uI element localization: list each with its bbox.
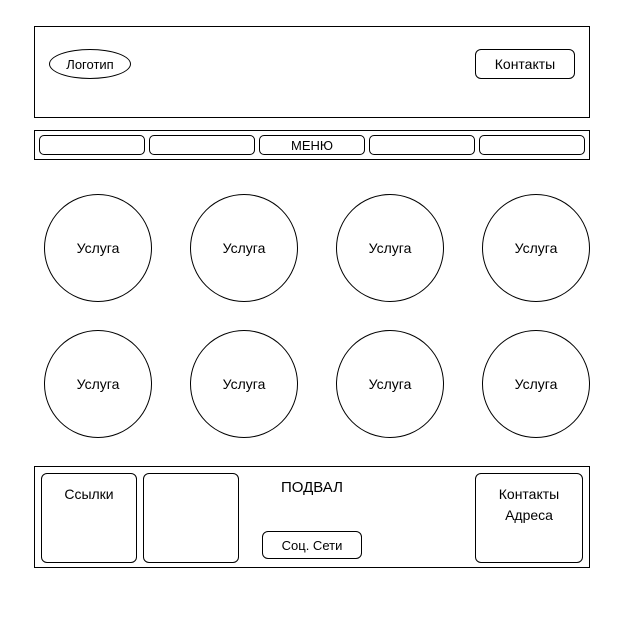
services-grid: Услуга Услуга Услуга Услуга Услуга Услуг…	[34, 194, 590, 438]
menu-bar: МЕНЮ	[34, 130, 590, 160]
service-item[interactable]: Услуга	[44, 330, 152, 438]
menu-item-5[interactable]	[479, 135, 585, 155]
menu-item-2[interactable]	[149, 135, 255, 155]
menu-item-3[interactable]: МЕНЮ	[259, 135, 365, 155]
service-item[interactable]: Услуга	[44, 194, 152, 302]
service-item[interactable]: Услуга	[190, 330, 298, 438]
menu-item-4[interactable]	[369, 135, 475, 155]
header-section: Логотип Контакты	[34, 26, 590, 118]
footer-social-button[interactable]: Соц. Сети	[262, 531, 362, 559]
footer-links-box[interactable]: Ссылки	[41, 473, 137, 563]
service-item[interactable]: Услуга	[336, 194, 444, 302]
footer-blank-box	[143, 473, 239, 563]
service-item[interactable]: Услуга	[482, 330, 590, 438]
service-item[interactable]: Услуга	[190, 194, 298, 302]
footer-contacts-box[interactable]: Контакты Адреса	[475, 473, 583, 563]
footer-title: ПОДВАЛ	[281, 479, 343, 496]
logo-placeholder[interactable]: Логотип	[49, 49, 131, 79]
service-item[interactable]: Услуга	[482, 194, 590, 302]
footer-section: Ссылки ПОДВАЛ Соц. Сети Контакты Адреса	[34, 466, 590, 568]
menu-item-1[interactable]	[39, 135, 145, 155]
footer-contacts-line1: Контакты	[499, 484, 559, 505]
service-item[interactable]: Услуга	[336, 330, 444, 438]
footer-contacts-line2: Адреса	[505, 505, 553, 526]
contacts-button[interactable]: Контакты	[475, 49, 575, 79]
